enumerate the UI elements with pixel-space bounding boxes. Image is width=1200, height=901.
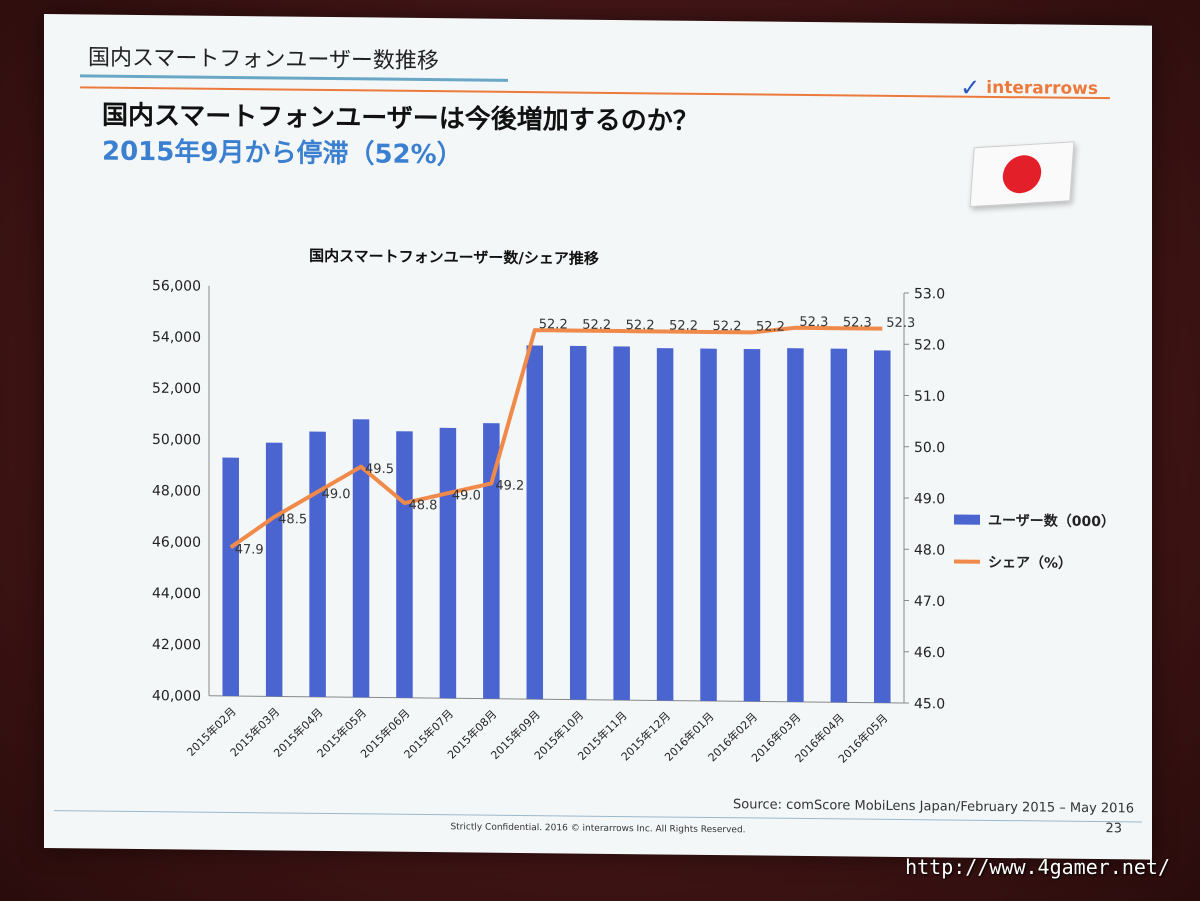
section-title: 国内スマートフォンユーザー数推移 (80, 36, 508, 82)
right-tick-label: 50.0 (914, 440, 945, 456)
share-data-label: 52.3 (843, 315, 872, 330)
share-data-label: 52.2 (669, 319, 698, 334)
chart-legend: ユーザー数（000） シェア（%） (954, 510, 1115, 596)
bar-series (222, 345, 891, 703)
bar (830, 348, 848, 703)
left-tick-label: 48,000 (152, 483, 201, 500)
chart-title: 国内スマートフォンユーザー数/シェア推移 (309, 247, 599, 268)
bar (309, 431, 326, 697)
bar (700, 348, 717, 702)
bar (526, 345, 544, 700)
share-data-label: 49.0 (322, 487, 351, 502)
bar (396, 431, 413, 698)
share-data-label: 49.5 (365, 462, 394, 477)
user-share-chart: 国内スマートフォンユーザー数/シェア推移 40,000 42,000 44,000 4… (152, 247, 945, 766)
bar (656, 348, 674, 701)
bar (352, 419, 370, 698)
share-data-label: 52.2 (582, 318, 611, 333)
bar (222, 457, 239, 697)
right-tick-label: 53.0 (914, 286, 945, 302)
share-data-label: 48.5 (278, 512, 307, 527)
bar (613, 346, 630, 701)
right-tick-label: 48.0 (914, 542, 945, 558)
share-data-label: 52.2 (626, 318, 655, 333)
logo-icon: ✓ (960, 73, 981, 102)
footer-text: Strictly Confidential. 2016 © interarrow… (450, 822, 746, 836)
left-tick-label: 54,000 (152, 329, 201, 346)
flag-sun (1001, 154, 1043, 195)
share-line (229, 325, 883, 549)
share-data-label: 47.9 (235, 542, 264, 557)
left-tick-label: 42,000 (152, 637, 201, 654)
bar (787, 348, 804, 702)
right-tick-label: 47.0 (914, 594, 945, 610)
source-note: Source: comScore MobiLens Japan/February… (733, 797, 1134, 817)
left-tick-label: 40,000 (152, 688, 201, 705)
bar (743, 348, 761, 702)
share-data-label: 52.3 (799, 315, 828, 330)
share-data-label: 48.8 (408, 498, 437, 513)
share-data-label: 52.3 (886, 316, 915, 331)
right-tick-label: 45.0 (914, 696, 945, 712)
bar (569, 345, 587, 700)
share-data-label: 49.0 (452, 488, 481, 503)
presentation-slide: 国内スマートフォンユーザー数推移 ✓ interarrows 国内スマートフォン… (44, 14, 1152, 860)
page-number: 23 (1105, 821, 1122, 837)
legend-item-users: ユーザー数（000） (954, 510, 1115, 532)
bar (265, 442, 283, 697)
subheadline: 2015年9月から停滞（52%） (102, 136, 463, 171)
watermark: http://www.4gamer.net/ (905, 855, 1170, 879)
legend-item-share: シェア（%） (954, 552, 1115, 574)
japan-flag-icon (969, 141, 1075, 208)
legend-label-share: シェア（%） (988, 554, 1073, 572)
line-series (229, 325, 883, 549)
bar (439, 427, 457, 699)
legend-bar-swatch (954, 514, 980, 525)
data-labels: 47.9 48.5 49.0 49.5 48.8 49.0 49.2 52.2 52.2 52.2… (235, 315, 916, 558)
share-data-label: 52.2 (539, 317, 568, 332)
share-data-label: 52.2 (756, 319, 785, 334)
share-data-label: 49.2 (495, 478, 524, 493)
legend-line-swatch (954, 559, 980, 564)
left-tick-label: 50,000 (152, 432, 201, 449)
left-tick-label: 52,000 (152, 381, 201, 398)
legend-label-users: ユーザー数（000） (988, 512, 1115, 531)
share-data-label: 52.2 (713, 319, 742, 334)
left-tick-label: 44,000 (152, 586, 201, 603)
bar (874, 350, 891, 703)
left-tick-label: 56,000 (152, 278, 201, 295)
right-tick-label: 52.0 (914, 337, 945, 353)
bar (483, 423, 500, 699)
right-tick-label: 51.0 (914, 389, 945, 405)
right-tick-label: 46.0 (914, 645, 945, 661)
company-logo: ✓ interarrows (960, 74, 1098, 103)
right-tick-label: 49.0 (914, 491, 945, 507)
logo-text: interarrows (986, 77, 1098, 100)
left-tick-label: 46,000 (152, 534, 201, 551)
